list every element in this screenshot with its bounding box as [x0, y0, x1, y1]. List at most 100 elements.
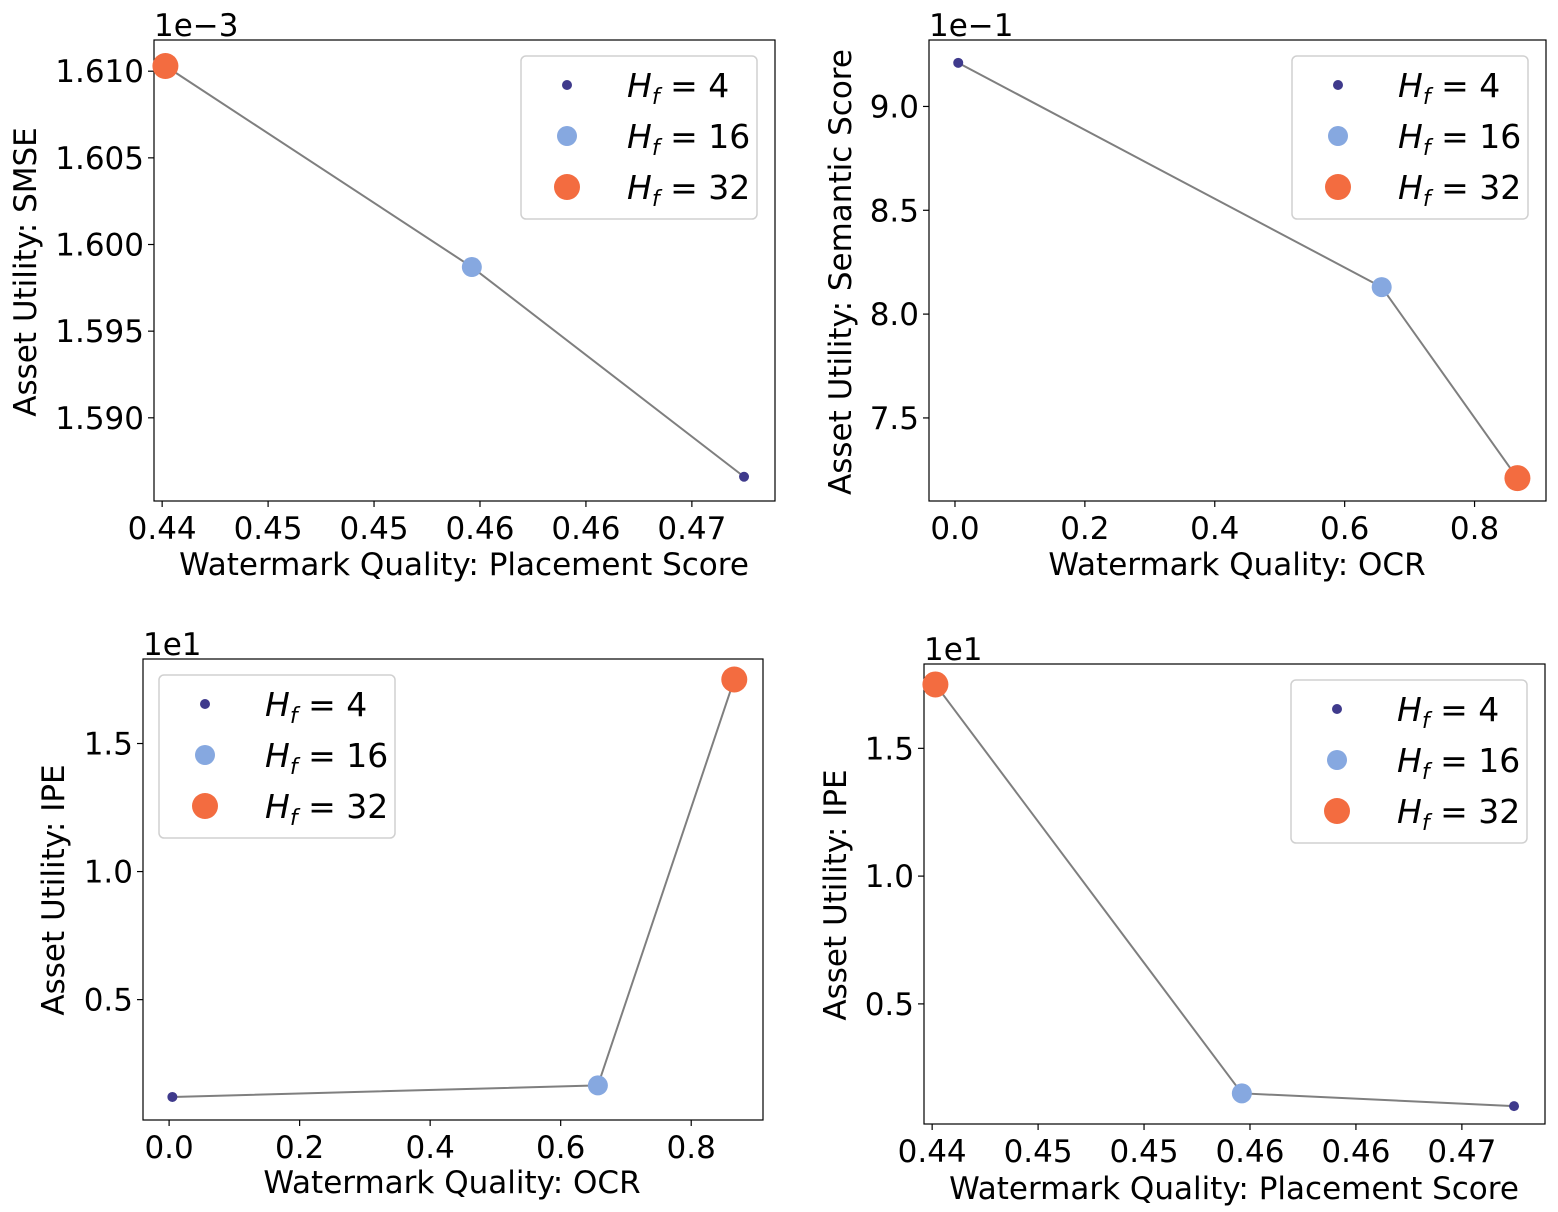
chart-panel-3: 0.0 0.2 0.4 0.6 0.8 0.5 1.0 1.5 1e1 Watermark Qua… [36, 627, 764, 1201]
x-tick-label: 0.6 [1320, 511, 1369, 547]
y-axis-label: Asset Utility: IPE [36, 764, 72, 1015]
x-tick-label: 0.47 [1427, 1134, 1496, 1170]
legend-label-h4: Hf = 4 [265, 685, 367, 729]
data-point-h32 [152, 52, 179, 79]
data-point-h32 [922, 671, 949, 698]
legend-label-h16: Hf = 16 [1398, 117, 1521, 161]
legend-box [158, 674, 396, 839]
y-tick-label: 1.0 [865, 859, 914, 895]
data-point-h16 [461, 257, 482, 278]
data-point-h4 [739, 471, 750, 482]
x-tick-label: 0.0 [930, 511, 979, 547]
axis-offset-text: 1e1 [143, 627, 202, 663]
y-tick-label: 9.0 [870, 89, 919, 125]
x-tick-label: 0.2 [275, 1130, 324, 1166]
legend-label-h4: Hf = 4 [1398, 66, 1500, 110]
legend-box [1291, 55, 1529, 220]
axis-offset-text: 1e1 [924, 632, 983, 668]
x-tick-label: 0.46 [445, 511, 514, 547]
y-tick-label: 1.5 [865, 731, 914, 767]
x-tick-label: 0.44 [898, 1134, 967, 1170]
y-tick-label: 1.0 [84, 855, 133, 891]
legend-marker-h32 [1325, 174, 1351, 200]
chart-panel-2: 0.0 0.2 0.4 0.6 0.8 7.5 8.0 8.5 9.0 1e−1 Watermark… [823, 8, 1547, 583]
x-axis-label: Watermark Quality: OCR [1048, 547, 1425, 583]
y-tick-label: 8.0 [870, 297, 919, 333]
legend-label-h4: Hf = 4 [1397, 690, 1499, 734]
data-point-h16 [1371, 277, 1392, 298]
x-tick-label: 0.45 [234, 511, 303, 547]
y-tick-label: 0.5 [84, 983, 133, 1019]
data-point-h16 [1231, 1083, 1252, 1104]
legend-label-h4: Hf = 4 [627, 66, 729, 110]
legend-label-h16: Hf = 16 [265, 736, 388, 780]
y-tick-label: 1.595 [55, 314, 144, 350]
x-tick-label: 0.47 [657, 511, 726, 547]
y-tick-label: 8.5 [870, 193, 919, 229]
legend-marker-h4 [1332, 704, 1342, 714]
legend-marker-h32 [1324, 798, 1350, 824]
legend-box [1290, 679, 1528, 844]
legend-label-h16: Hf = 16 [627, 117, 750, 161]
data-point-h4 [953, 57, 964, 68]
data-point-h32 [721, 666, 748, 693]
y-tick-label: 1.605 [55, 141, 144, 177]
legend-label-h32: Hf = 32 [265, 787, 388, 831]
legend-label-h32: Hf = 32 [1397, 792, 1520, 836]
data-point-h4 [1509, 1101, 1520, 1112]
y-tick-label: 1.5 [84, 727, 133, 763]
legend: Hf = 4 Hf = 16 Hf = 32 [158, 674, 396, 839]
x-tick-label: 0.45 [340, 511, 409, 547]
chart-panel-1: 0.44 0.45 0.45 0.46 0.46 0.47 1.590 1.595 1.600 1… [8, 8, 776, 583]
legend: Hf = 4 Hf = 16 Hf = 32 [1291, 55, 1529, 220]
x-tick-label: 0.4 [1190, 511, 1239, 547]
legend-marker-h16 [195, 745, 215, 765]
axes-frame [928, 39, 1547, 502]
x-tick-label: 0.4 [406, 1130, 455, 1166]
legend-marker-h32 [554, 174, 580, 200]
legend-marker-h4 [1333, 80, 1343, 90]
x-tick-label: 0.2 [1060, 511, 1109, 547]
axes-frame [923, 663, 1546, 1125]
y-axis-label: Asset Utility: SMSE [8, 127, 44, 417]
legend: Hf = 4 Hf = 16 Hf = 32 [520, 55, 758, 220]
y-tick-label: 7.5 [870, 401, 919, 437]
x-axis-label: Watermark Quality: Placement Score [949, 1171, 1519, 1207]
y-tick-label: 1.610 [55, 54, 144, 90]
legend-marker-h16 [1327, 750, 1347, 770]
x-tick-label: 0.46 [551, 511, 620, 547]
legend-marker-h16 [557, 126, 577, 146]
legend-label-h32: Hf = 32 [627, 168, 750, 212]
y-tick-label: 1.590 [55, 401, 144, 437]
x-tick-label: 0.46 [1321, 1134, 1390, 1170]
axes-frame [142, 658, 764, 1121]
axes-frame [153, 39, 776, 502]
x-tick-label: 0.46 [1215, 1134, 1284, 1170]
y-tick-label: 0.5 [865, 987, 914, 1023]
x-tick-label: 0.45 [1004, 1134, 1073, 1170]
y-tick-label: 1.600 [55, 228, 144, 264]
legend-box [520, 55, 758, 220]
legend-marker-h4 [200, 699, 210, 709]
x-tick-label: 0.0 [144, 1130, 193, 1166]
y-axis-label: Asset Utility: Semantic Score [823, 49, 859, 495]
x-tick-label: 0.45 [1110, 1134, 1179, 1170]
legend-label-h32: Hf = 32 [1398, 168, 1521, 212]
legend-marker-h32 [192, 793, 218, 819]
data-point-h4 [167, 1091, 178, 1102]
x-tick-label: 0.8 [667, 1130, 716, 1166]
x-axis-label: Watermark Quality: OCR [263, 1165, 640, 1201]
x-tick-label: 0.44 [128, 511, 197, 547]
data-point-h32 [1504, 465, 1531, 492]
legend-marker-h16 [1328, 126, 1348, 146]
legend: Hf = 4 Hf = 16 Hf = 32 [1290, 679, 1528, 844]
legend-marker-h4 [562, 80, 572, 90]
data-point-h16 [587, 1075, 608, 1096]
x-tick-label: 0.8 [1450, 511, 1499, 547]
chart-panel-4: 0.44 0.45 0.45 0.46 0.46 0.47 0.5 1.0 1.5 1e1 Wate… [818, 632, 1546, 1207]
axis-offset-text: 1e−1 [929, 8, 1014, 44]
legend-label-h16: Hf = 16 [1397, 741, 1520, 785]
x-axis-label: Watermark Quality: Placement Score [179, 547, 749, 583]
axis-offset-text: 1e−3 [154, 8, 239, 44]
